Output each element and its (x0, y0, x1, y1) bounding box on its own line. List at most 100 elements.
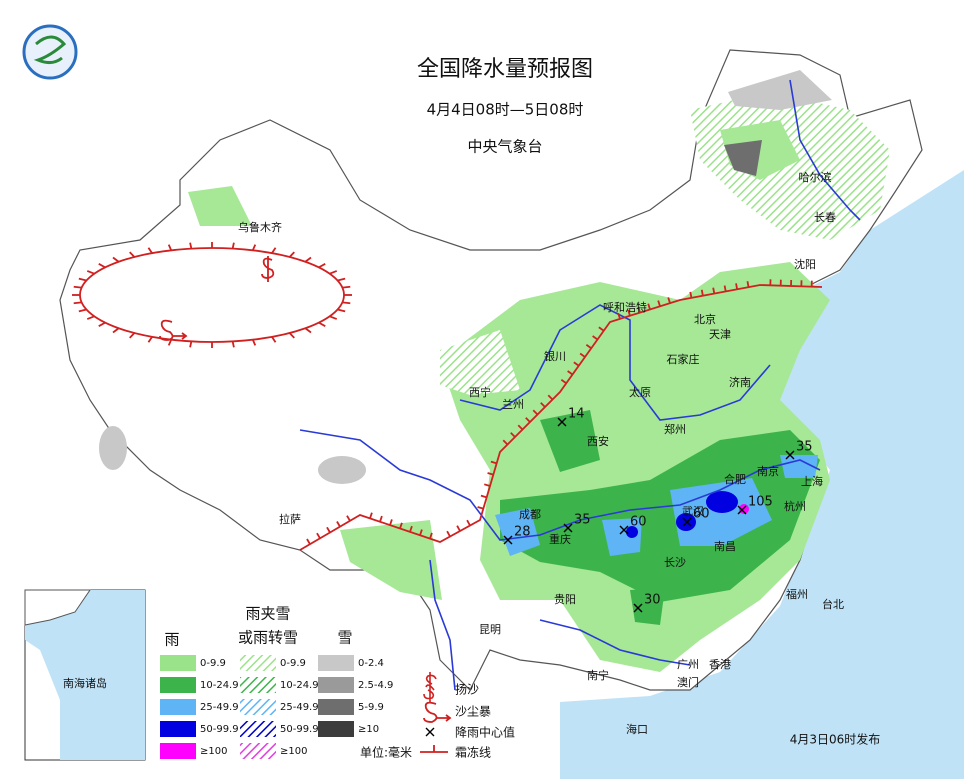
frost-tick (487, 472, 494, 476)
city-label: 上海 (801, 474, 823, 488)
snow-range: 2.5-4.9 (358, 680, 393, 691)
city-label: 台北 (822, 597, 844, 611)
snow-0-2.4 (99, 426, 127, 470)
rain-swatch (160, 677, 196, 693)
mix-range: ≥100 (280, 746, 307, 757)
frost-tick (337, 308, 346, 313)
frost-tick (712, 287, 716, 294)
pearl-river (539, 619, 691, 666)
snow-range: ≥10 (358, 724, 379, 735)
unit: 单位:毫米 (360, 745, 412, 760)
center-marker (563, 523, 573, 533)
rivers (299, 79, 861, 691)
frost-tick (98, 263, 106, 269)
frost-tick (189, 242, 193, 249)
city-label: 香港 (709, 658, 731, 671)
frost-tick (288, 251, 295, 258)
frost-tick (251, 244, 257, 251)
city-label: 昆明 (479, 623, 501, 636)
inset-label: 南海诸岛 (63, 676, 107, 690)
frost-tick (342, 285, 351, 289)
frost-tick (271, 336, 277, 343)
inset-sea (25, 590, 145, 760)
frost-tick (316, 532, 321, 539)
frost-tick (304, 256, 312, 263)
rain-range: 10-24.9 (200, 680, 239, 691)
frost-tick (419, 529, 423, 536)
city-label: 乌鲁木齐 (238, 220, 282, 234)
frost-tick (746, 281, 750, 288)
inset-land (24, 589, 91, 626)
city-label: 武汉 (682, 505, 704, 518)
symbol-label: 霜冻线 (455, 745, 491, 760)
frost-tick (112, 256, 120, 263)
frost-tick (147, 336, 153, 343)
city-label: 广州 (677, 658, 699, 671)
frost-tick (477, 506, 484, 510)
songhua (789, 79, 861, 221)
rain-0-9.9 (340, 520, 442, 600)
issued: 4月3日06时发布 (790, 732, 881, 747)
sand-icon (423, 672, 437, 702)
rain-swatch (160, 655, 196, 671)
frost-tick (547, 394, 554, 401)
frost-tick (429, 532, 433, 539)
rain-swatch (160, 699, 196, 715)
frost-tick (306, 538, 311, 545)
logo-mark (33, 35, 67, 65)
rain-range: ≥100 (200, 746, 227, 757)
frost-tick (466, 519, 471, 526)
frost-tick (318, 321, 326, 327)
rain-25-49.9 (495, 508, 540, 556)
city-label: 拉萨 (279, 512, 301, 526)
legend: 雨 雨夹雪 或雨转雪 雪 扬沙 沙尘暴 降雨中心值 霜冻线 单位:毫米 0-9.… (160, 605, 515, 760)
snow-swatch (318, 699, 354, 715)
snow-0-2.4 (728, 70, 832, 110)
center-marker (557, 417, 567, 427)
frost-tick (78, 277, 87, 282)
city-label: 长沙 (664, 556, 686, 569)
period: 4月4日08时—5日08时 (427, 101, 584, 119)
frost-tick (689, 291, 693, 299)
snow-areas (99, 70, 832, 484)
frost-tick (592, 335, 599, 341)
city-label: 天津 (709, 328, 731, 341)
city-label: 呼和浩特 (603, 300, 647, 314)
frost-tick (627, 309, 631, 316)
frost-tick (735, 283, 739, 290)
frost-tick (112, 327, 120, 334)
rain-10-24.9 (500, 430, 820, 602)
city-label: 重庆 (549, 532, 571, 546)
city-label: 西安 (587, 434, 609, 448)
sandstorm-symbol (159, 319, 188, 341)
rain-50-99.9 (706, 491, 738, 513)
center-marker (737, 505, 747, 515)
city-label: 南昌 (714, 540, 736, 553)
city-label: 南京 (757, 464, 779, 478)
rain-range: 25-49.9 (200, 702, 239, 713)
mix-swatch (240, 699, 276, 715)
rain-10-24.9 (630, 588, 665, 625)
yellow-river (459, 304, 771, 421)
center-marker (619, 525, 629, 535)
frost-tick (369, 512, 373, 519)
rain-50-99.9 (676, 513, 696, 531)
city-label: 太原 (629, 386, 651, 399)
center-value: 105 (748, 495, 773, 510)
center-value: 35 (796, 440, 813, 455)
center-value: 60 (630, 515, 647, 530)
frost-tick (540, 402, 546, 408)
mix-range: 50-99.9 (280, 724, 319, 735)
yangtze (299, 429, 821, 541)
frost-tick (318, 263, 326, 269)
frost-tick (98, 321, 106, 327)
mix-legend-title: 或雨转雪 (238, 629, 298, 647)
frost-tick (409, 525, 413, 533)
rain-10-24.9 (540, 410, 600, 472)
frost-tick (573, 361, 580, 367)
frost-tick (167, 244, 173, 251)
frost-tick (147, 247, 153, 254)
frost-tick (167, 339, 173, 346)
